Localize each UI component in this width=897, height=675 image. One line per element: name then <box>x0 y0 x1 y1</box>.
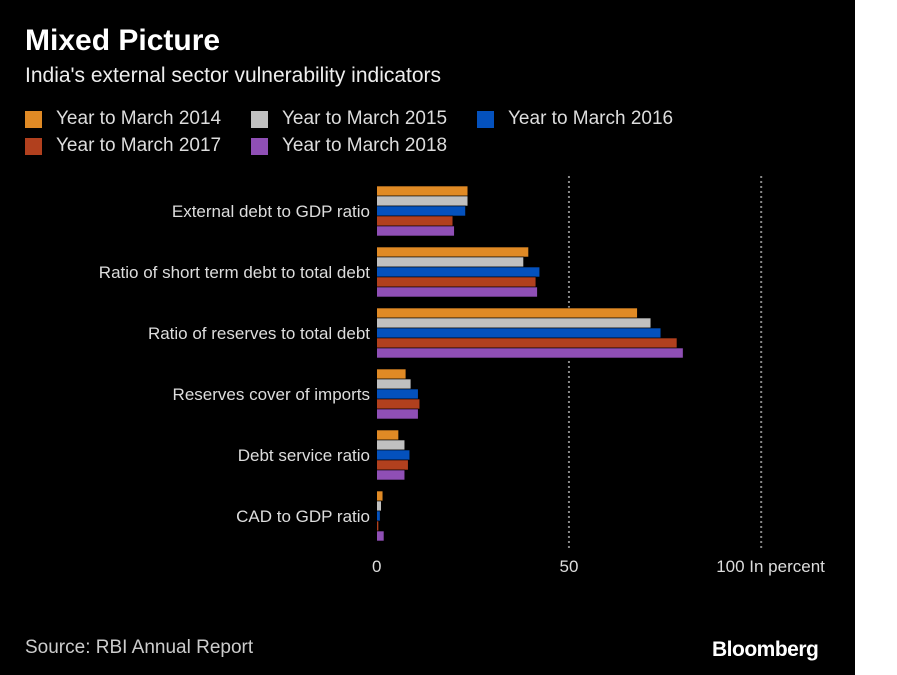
category-label: Reserves cover of imports <box>173 385 370 404</box>
bar-chart: External debt to GDP ratio Ratio of short… <box>99 176 825 576</box>
category-label: Ratio of short term debt to total debt <box>99 263 370 282</box>
chart-panel: Mixed Picture India's external sector vu… <box>0 0 855 675</box>
legend-label: Year to March 2017 <box>56 135 222 156</box>
bar <box>376 510 381 522</box>
bar <box>376 195 469 207</box>
bar <box>376 469 406 481</box>
x-tick-label: 100 In percent <box>716 557 825 576</box>
bar <box>376 266 541 278</box>
bar <box>376 530 385 542</box>
chart-subtitle: India's external sector vulnerability in… <box>25 64 442 87</box>
x-tick-label: 50 <box>559 557 578 576</box>
legend-item: Year to March 2018 <box>251 135 447 157</box>
bar <box>376 439 406 451</box>
legend-label: Year to March 2016 <box>508 108 674 129</box>
legend-label: Year to March 2014 <box>56 108 222 129</box>
legend-item: Year to March 2015 <box>251 108 447 130</box>
bar <box>376 398 421 410</box>
bar <box>376 408 419 420</box>
bar <box>376 307 638 319</box>
bar <box>376 327 662 339</box>
bar <box>376 378 412 390</box>
bar <box>376 337 678 349</box>
bar <box>376 185 469 197</box>
bar <box>376 449 411 461</box>
legend-item: Year to March 2017 <box>25 135 221 157</box>
bar <box>376 520 379 532</box>
bar <box>376 388 419 400</box>
source-note: Source: RBI Annual Report <box>25 637 254 658</box>
bar <box>376 347 684 359</box>
bar <box>376 459 409 471</box>
chart-title: Mixed Picture <box>25 24 221 57</box>
category-label: External debt to GDP ratio <box>172 202 370 221</box>
legend-label: Year to March 2015 <box>282 108 448 129</box>
bar <box>376 276 537 288</box>
bar <box>376 215 454 227</box>
bar <box>376 500 382 512</box>
bar <box>376 317 652 329</box>
bar <box>376 205 466 217</box>
legend-item: Year to March 2014 <box>25 108 221 130</box>
legend-swatch <box>25 110 42 128</box>
category-label: Ratio of reserves to total debt <box>148 324 370 343</box>
category-label: CAD to GDP ratio <box>236 507 370 526</box>
legend-swatch <box>251 137 268 155</box>
legend-label: Year to March 2018 <box>282 135 448 156</box>
bar <box>376 368 407 380</box>
bloomberg-logo: Bloomberg <box>712 638 819 661</box>
bar <box>376 286 538 298</box>
bar <box>376 246 529 258</box>
x-tick-label: 0 <box>372 557 381 576</box>
legend-swatch <box>25 137 42 155</box>
legend-item: Year to March 2016 <box>477 108 673 130</box>
bar <box>376 490 384 502</box>
bar <box>376 256 524 268</box>
bar <box>376 225 455 237</box>
bar <box>376 429 399 441</box>
legend-swatch <box>477 110 494 128</box>
category-label: Debt service ratio <box>238 446 370 465</box>
legend-swatch <box>251 110 268 128</box>
